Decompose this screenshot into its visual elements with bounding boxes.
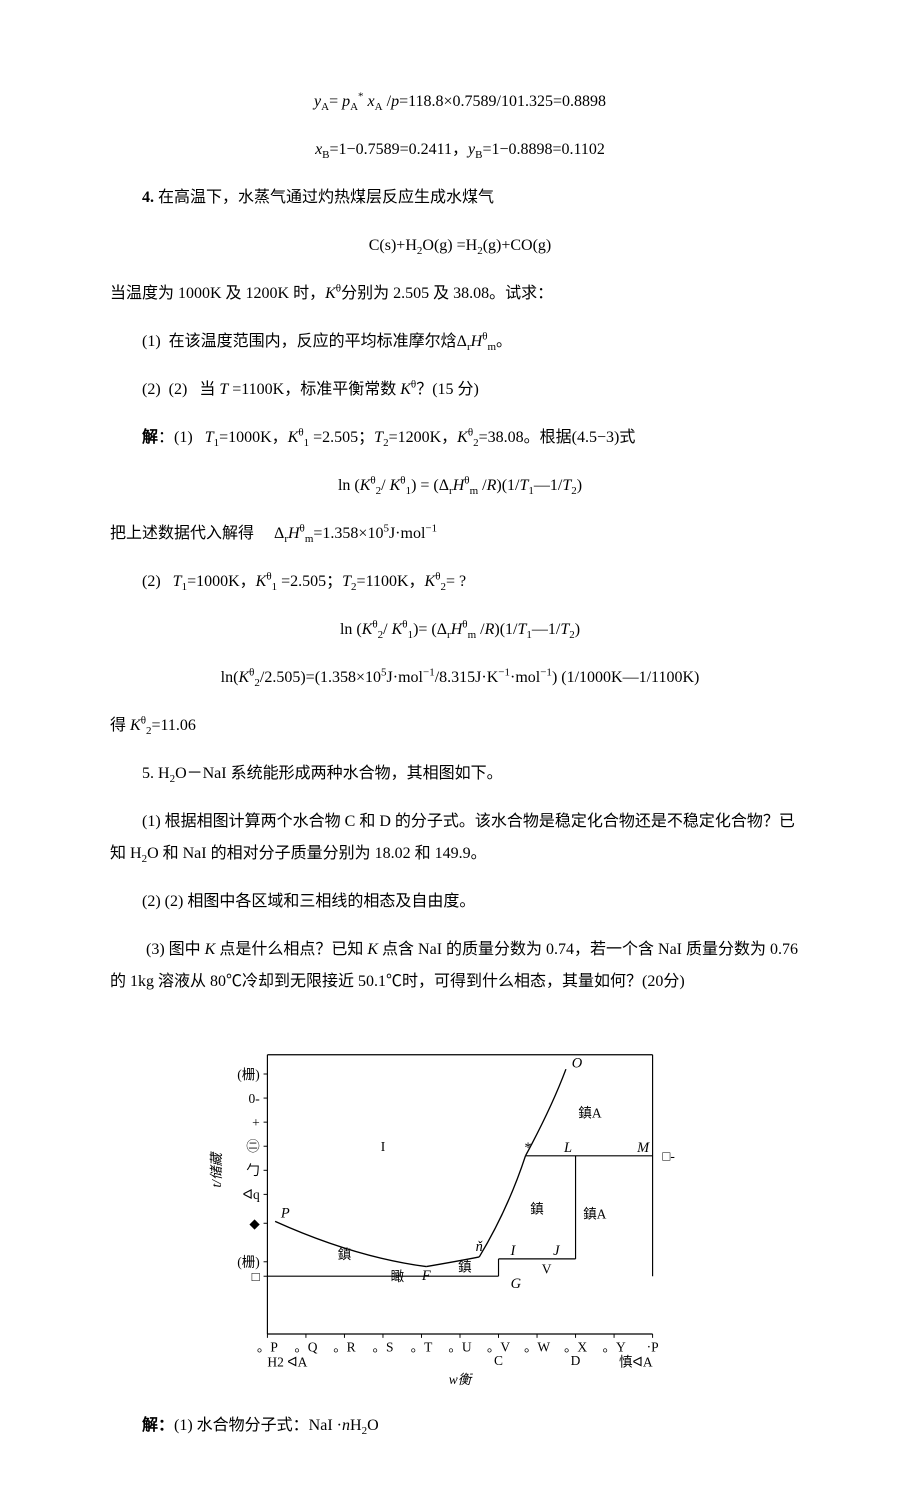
- svg-text:D: D: [571, 1353, 581, 1368]
- svg-text:*: *: [524, 1140, 532, 1156]
- svg-text:V: V: [542, 1261, 552, 1276]
- q4-given: 当温度为 1000K 及 1200K 时，Kθ分别为 2.505 及 38.08…: [110, 278, 810, 310]
- svg-text:□: □: [252, 1269, 260, 1284]
- q5-part1: (1) 根据相图计算两个水合物 C 和 D 的分子式。该水合物是稳定化合物还是不…: [110, 806, 810, 870]
- svg-text:+: +: [252, 1115, 260, 1130]
- svg-text:ᐊq: ᐊq: [243, 1187, 260, 1202]
- q4-result-2: 得 Kθ2=11.06: [110, 710, 810, 742]
- svg-text:(栅): (栅): [237, 1067, 259, 1082]
- svg-text:□-: □-: [662, 1149, 675, 1164]
- q5-stem: 5. H2O－NaI 系统能形成两种水合物，其相图如下。: [110, 758, 810, 790]
- svg-text:。P: 。P: [257, 1339, 278, 1354]
- phase-diagram-figure: (栅)0-+㊁勹ᐊq◆(栅)□。P。Q。R。S。T。U。V。W。X。Y·PCDH…: [110, 1014, 810, 1394]
- q4-eq-3: ln(Kθ2/2.505)=(1.358×105J·mol−1/8.315J·K…: [110, 662, 810, 694]
- q4-sol2-given: (2) T1=1000K，Kθ1 =2.505；T2=1100K，Kθ2= ?: [110, 566, 810, 598]
- svg-text:。U: 。U: [448, 1339, 471, 1354]
- svg-text:w衡: w衡: [449, 1372, 474, 1387]
- svg-text:鎮A: 鎮A: [578, 1105, 601, 1120]
- phase-diagram-svg: (栅)0-+㊁勹ᐊq◆(栅)□。P。Q。R。S。T。U。V。W。X。Y·PCDH…: [200, 1014, 720, 1394]
- svg-text:I: I: [381, 1139, 386, 1154]
- q4-part1: (1) 在该温度范围内，反应的平均标准摩尔焓ΔrHθm。: [110, 326, 810, 358]
- q4-eq-1: ln (Kθ2/ Kθ1) = (ΔrHθm /R)(1/T1—1/T2): [110, 470, 810, 502]
- q4-text: 在高温下，水蒸气通过灼热煤层反应生成水煤气: [158, 189, 494, 206]
- svg-text:(栅): (栅): [237, 1255, 259, 1270]
- svg-text:F: F: [421, 1268, 431, 1284]
- eq-line-2: xB=1−0.7589=0.2411，yB=1−0.8898=0.1102: [110, 134, 810, 166]
- svg-text:。Y: 。Y: [602, 1339, 625, 1354]
- svg-text:◆: ◆: [249, 1216, 259, 1231]
- q4-stem: 4. 在高温下，水蒸气通过灼热煤层反应生成水煤气: [110, 182, 810, 214]
- svg-text:P: P: [280, 1205, 290, 1221]
- svg-text:C: C: [494, 1353, 503, 1368]
- q4-eq-2: ln (Kθ2/ Kθ1)= (ΔrHθm /R)(1/T1—1/T2): [110, 614, 810, 646]
- svg-text:G: G: [511, 1276, 522, 1292]
- q4-number: 4.: [142, 189, 158, 206]
- svg-text:L: L: [563, 1140, 572, 1156]
- svg-text:O: O: [572, 1055, 583, 1071]
- svg-text:鎮: 鎮: [338, 1247, 351, 1262]
- result-label: 得: [110, 717, 130, 734]
- svg-text:。S: 。S: [372, 1339, 393, 1354]
- svg-text:瞰: 瞰: [391, 1269, 405, 1284]
- svg-text:㊁: ㊁: [246, 1139, 259, 1154]
- svg-text:勹: 勹: [246, 1163, 259, 1178]
- svg-text:。Q: 。Q: [294, 1339, 317, 1354]
- q4-part2: (2) (2) 当 T =1100K，标准平衡常数 Kθ？(15 分): [110, 374, 810, 406]
- svg-text:H2 ᐊA: H2 ᐊA: [267, 1355, 307, 1370]
- q4-solution-1: 解：(1) T1=1000K，Kθ1 =2.505；T2=1200K，Kθ2=3…: [110, 422, 810, 454]
- svg-text:。W: 。W: [524, 1339, 550, 1354]
- svg-text:M: M: [636, 1140, 650, 1156]
- svg-text:鎮: 鎮: [458, 1259, 471, 1274]
- q5-part3: (3) 图中 K 点是什么相点？已知 K 点含 NaI 的质量分数为 0.74，…: [110, 934, 810, 998]
- q5-part2: (2) (2) 相图中各区域和三相线的相态及自由度。: [110, 886, 810, 918]
- svg-text:。T: 。T: [411, 1339, 433, 1354]
- q4-solve-1: 把上述数据代入解得 ΔrHθm=1.358×105J·mol−1: [110, 518, 810, 550]
- eq-line-1: yA= pA* xA /p=118.8×0.7589/101.325=0.889…: [110, 86, 810, 118]
- svg-text:J: J: [553, 1243, 560, 1259]
- svg-text:慎ᐊA: 慎ᐊA: [619, 1355, 653, 1370]
- document-page: yA= pA* xA /p=118.8×0.7589/101.325=0.889…: [0, 0, 920, 1498]
- svg-text:t/储藏: t/储藏: [209, 1151, 224, 1188]
- svg-text:鎮A: 鎮A: [583, 1206, 606, 1221]
- svg-text:。R: 。R: [333, 1339, 355, 1354]
- svg-text:鎮: 鎮: [530, 1202, 543, 1217]
- svg-text:·P: ·P: [647, 1339, 659, 1354]
- svg-text:ň: ň: [476, 1239, 483, 1255]
- solution-label: 解: [142, 429, 158, 446]
- svg-text:0-: 0-: [248, 1091, 259, 1106]
- svg-text:I: I: [510, 1243, 517, 1259]
- q4-reaction: C(s)+H2O(g) =H2(g)+CO(g): [110, 230, 810, 262]
- q5-solution-1: 解：(1) 水合物分子式：NaI ·nH2O: [110, 1410, 810, 1442]
